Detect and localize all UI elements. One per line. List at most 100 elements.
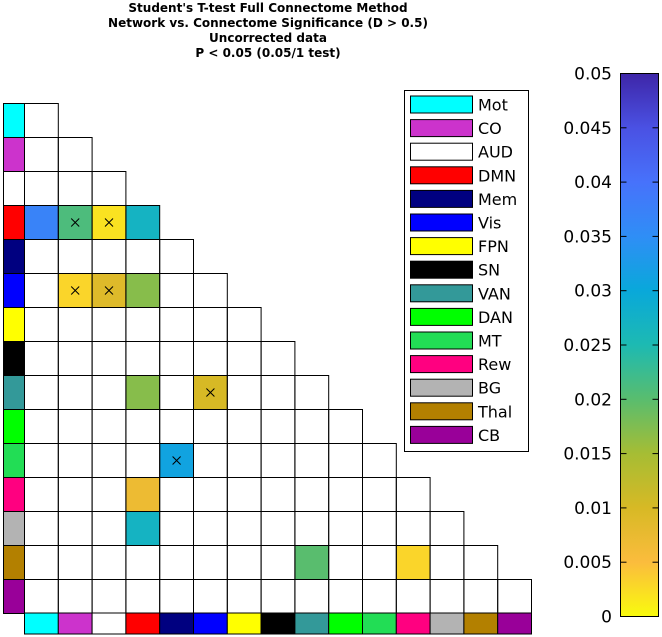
- grid-cell-rew-dan: [328, 477, 364, 512]
- grid-cell-bg-mt: [362, 511, 397, 546]
- grid-cell-bg-fpn: [226, 511, 262, 546]
- grid-cell-rew-vis: [193, 477, 228, 512]
- grid-cell-fpn-mot: [24, 307, 59, 342]
- grid-cell-sn-sn: [260, 341, 296, 376]
- legend-swatch-rew: [410, 355, 473, 374]
- legend-swatch-bg: [410, 378, 473, 397]
- colorbar-label-0-03: 0.03: [574, 282, 612, 302]
- grid-cell-fpn-co: [57, 307, 93, 342]
- grid-cell-dan-dmn: [125, 409, 161, 444]
- grid-cell-dan-fpn: [226, 409, 262, 444]
- col-swatch-rew: [395, 612, 431, 635]
- row-swatch-rew: [3, 477, 25, 512]
- grid-cell-thal-bg: [429, 545, 465, 580]
- title-line-2: Network vs. Connectome Significance (D >…: [108, 16, 428, 30]
- col-swatch-sn: [260, 612, 296, 635]
- grid-cell-bg-mot: [24, 511, 59, 546]
- grid-cell-thal-dan: [328, 545, 364, 580]
- grid-cell-aud-aud: [91, 171, 127, 206]
- grid-cell-bg-bg: [429, 511, 465, 546]
- grid-cell-vis-mot: [24, 273, 59, 308]
- grid-cell-cb-aud: [91, 579, 127, 614]
- grid-cell-thal-vis: [193, 545, 228, 580]
- col-swatch-thal: [463, 612, 499, 635]
- row-swatch-dan: [3, 409, 25, 444]
- row-swatch-mt: [3, 443, 25, 478]
- colorbar-label-0-025: 0.025: [563, 336, 612, 356]
- grid-cell-dan-aud: [91, 409, 127, 444]
- grid-cell-cb-mt: [362, 579, 397, 614]
- grid-cell-rew-van: [294, 477, 330, 512]
- grid-cell-thal-dmn: [125, 545, 161, 580]
- title-line-3: Uncorrected data: [209, 31, 327, 45]
- col-swatch-mem: [159, 612, 194, 635]
- legend-swatch-co: [410, 119, 473, 138]
- grid-cell-mem-co: [57, 239, 93, 274]
- grid-cell-aud-co: [57, 171, 93, 206]
- grid-cell-vis-vis: [193, 273, 228, 308]
- grid-cell-van-mot: [24, 375, 59, 410]
- grid-cell-dan-van: [294, 409, 330, 444]
- legend-swatch-dmn: [410, 166, 473, 185]
- grid-cell-bg-rew: [395, 511, 431, 546]
- legend-label-rew: Rew: [478, 355, 511, 374]
- col-swatch-bg: [429, 612, 465, 635]
- colorbar-label-0-05: 0.05: [574, 65, 612, 85]
- cell-thal-rew: [396, 545, 431, 580]
- col-swatch-fpn: [226, 612, 262, 635]
- grid-cell-rew-fpn: [226, 477, 262, 512]
- grid-cell-van-mem: [159, 375, 194, 410]
- grid-cell-rew-co: [57, 477, 93, 512]
- legend-label-vis: Vis: [478, 214, 501, 233]
- column-network-colorbar: [24, 612, 533, 635]
- cell-van-dmn: [125, 375, 160, 410]
- grid-cell-fpn-dmn: [125, 307, 161, 342]
- chart-title: Student's T-test Full Connectome MethodN…: [108, 1, 428, 60]
- grid-cell-dan-mot: [24, 409, 59, 444]
- grid-cell-mem-mot: [24, 239, 59, 274]
- grid-cell-cb-co: [57, 579, 93, 614]
- grid-cell-thal-sn: [260, 545, 296, 580]
- col-swatch-dan: [328, 612, 364, 635]
- row-swatch-mem: [3, 239, 25, 274]
- grid-cell-rew-mt: [362, 477, 397, 512]
- legend-swatch-fpn: [410, 237, 473, 256]
- grid-cell-van-fpn: [226, 375, 262, 410]
- grid-cell-dan-co: [57, 409, 93, 444]
- grid-cell-thal-mem: [159, 545, 194, 580]
- grid-cell-rew-mot: [24, 477, 59, 512]
- row-swatch-sn: [3, 341, 25, 376]
- grid-cell-vis-mem: [159, 273, 194, 308]
- colorbar-label-0: 0: [601, 608, 612, 628]
- col-swatch-vis: [193, 612, 228, 635]
- grid-cell-thal-thal: [463, 545, 499, 580]
- colorbar-label-0-04: 0.04: [574, 173, 612, 193]
- grid-cell-van-sn: [260, 375, 296, 410]
- grid-cell-bg-dan: [328, 511, 364, 546]
- grid-cell-thal-mot: [24, 545, 59, 580]
- grid-cell-thal-fpn: [226, 545, 262, 580]
- grid-cell-van-aud: [91, 375, 127, 410]
- row-network-colorbar: [3, 103, 25, 614]
- grid-cell-mem-dmn: [125, 239, 161, 274]
- row-swatch-dmn: [3, 205, 25, 240]
- mark-dmn-co: [70, 218, 80, 227]
- network-legend: Mot CO AUD DMN Mem Vis FPN SN VAN DAN MT Rew BG Thal C…: [404, 90, 529, 452]
- legend-label-sn: SN: [478, 261, 500, 280]
- legend-label-mot: Mot: [478, 96, 508, 115]
- col-swatch-cb: [497, 612, 533, 635]
- title-line-4: P < 0.05 (0.05/1 test): [195, 46, 340, 60]
- colorbar-label-0-02: 0.02: [574, 390, 612, 410]
- row-swatch-van: [3, 375, 25, 410]
- col-swatch-co: [57, 612, 93, 635]
- grid-cell-cb-cb: [497, 579, 533, 614]
- grid-cell-mt-sn: [260, 443, 296, 478]
- grid-cell-mt-mt: [362, 443, 397, 478]
- grid-cell-cb-thal: [463, 579, 499, 614]
- grid-cell-mt-dmn: [125, 443, 161, 478]
- significance-marks: [70, 218, 215, 465]
- grid-cell-sn-vis: [193, 341, 228, 376]
- col-swatch-mt: [362, 612, 397, 635]
- grid-cell-fpn-mem: [159, 307, 194, 342]
